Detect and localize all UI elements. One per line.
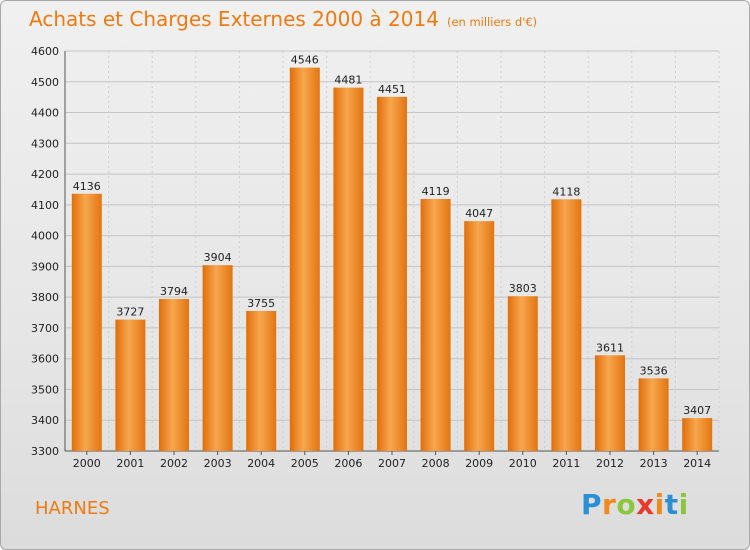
- bar-2008: [420, 199, 451, 451]
- bar-2006: [333, 87, 364, 451]
- data-label: 4047: [465, 207, 493, 220]
- x-tick-label: 2010: [509, 457, 537, 470]
- x-tick-label: 2012: [596, 457, 624, 470]
- bar-2002: [159, 299, 189, 451]
- data-label: 4136: [73, 180, 101, 193]
- chart-title: Achats et Charges Externes 2000 à 2014 (e…: [29, 7, 537, 31]
- bar-2001: [115, 319, 146, 451]
- y-tick-label: 4300: [31, 137, 59, 150]
- x-tick-label: 2005: [291, 457, 319, 470]
- bar-2007: [377, 96, 407, 451]
- y-tick-label: 4600: [31, 45, 59, 58]
- y-tick-label: 3500: [31, 383, 59, 396]
- x-tick-label: 2014: [683, 457, 711, 470]
- chart-title-text: Achats et Charges Externes 2000 à 2014: [29, 7, 439, 31]
- y-tick-label: 4100: [31, 199, 59, 212]
- bar-2013: [638, 378, 669, 451]
- y-tick-label: 3600: [31, 353, 59, 366]
- logo-letter: x: [636, 488, 655, 521]
- bar-2009: [464, 221, 495, 451]
- bar-2010: [507, 296, 538, 451]
- x-tick-label: 2011: [552, 457, 580, 470]
- data-labels: 4136 3727 3794 3904 3755 4546 4481 4451 4119 4047…: [73, 54, 711, 417]
- y-tick-label: 3300: [31, 445, 59, 458]
- logo-letter: i: [678, 488, 689, 521]
- data-label: 4481: [334, 74, 362, 87]
- y-tick-label: 3900: [31, 260, 59, 273]
- y-tick-label: 4500: [31, 76, 59, 89]
- data-label: 3803: [509, 282, 537, 295]
- data-label: 4119: [422, 185, 450, 198]
- x-tick-label: 2003: [204, 457, 232, 470]
- x-tick-label: 2008: [422, 457, 450, 470]
- x-tick-label: 2006: [334, 457, 362, 470]
- data-label: 3611: [596, 341, 624, 354]
- bar-2004: [246, 311, 277, 451]
- bar-2012: [595, 355, 625, 451]
- logo-letter: r: [602, 488, 617, 521]
- data-label: 4118: [552, 185, 580, 198]
- x-tick-label: 2002: [160, 457, 188, 470]
- logo-letter: o: [616, 488, 637, 521]
- bar-2011: [551, 199, 582, 451]
- data-label: 4546: [291, 54, 319, 67]
- city-name: HARNES: [35, 498, 110, 519]
- bar-2005: [289, 67, 320, 451]
- bars: [71, 67, 713, 451]
- y-tick-label: 4400: [31, 107, 59, 120]
- x-tick-label: 2007: [378, 457, 406, 470]
- data-label: 3794: [160, 285, 188, 298]
- logo-letter: t: [664, 488, 679, 521]
- proxiti-logo: Proxiti: [581, 488, 689, 521]
- bar-2000: [71, 193, 102, 451]
- chart-unit: (en milliers d'€): [446, 15, 538, 29]
- x-tick-label: 2004: [247, 457, 275, 470]
- x-tick-label: 2000: [73, 457, 101, 470]
- y-tick-label: 4000: [31, 230, 59, 243]
- data-label: 3536: [640, 364, 668, 377]
- x-tick-label: 2001: [116, 457, 144, 470]
- data-label: 3727: [116, 306, 144, 319]
- y-tick-label: 3400: [31, 414, 59, 427]
- logo-letter: P: [581, 488, 603, 521]
- axes: 3300 3400 3500 3600 3700 3800 3900 4000 4100 4200…: [31, 45, 719, 470]
- x-tick-label: 2013: [640, 457, 668, 470]
- bar-2014: [682, 418, 713, 451]
- data-label: 4451: [378, 83, 406, 96]
- data-label: 3904: [204, 251, 232, 264]
- data-label: 3407: [683, 404, 711, 417]
- bar-2003: [202, 265, 233, 451]
- y-tick-label: 4200: [31, 168, 59, 181]
- x-tick-label: 2009: [465, 457, 493, 470]
- y-tick-label: 3700: [31, 322, 59, 335]
- y-tick-label: 3800: [31, 291, 59, 304]
- data-label: 3755: [247, 297, 275, 310]
- logo-letter: i: [654, 488, 665, 521]
